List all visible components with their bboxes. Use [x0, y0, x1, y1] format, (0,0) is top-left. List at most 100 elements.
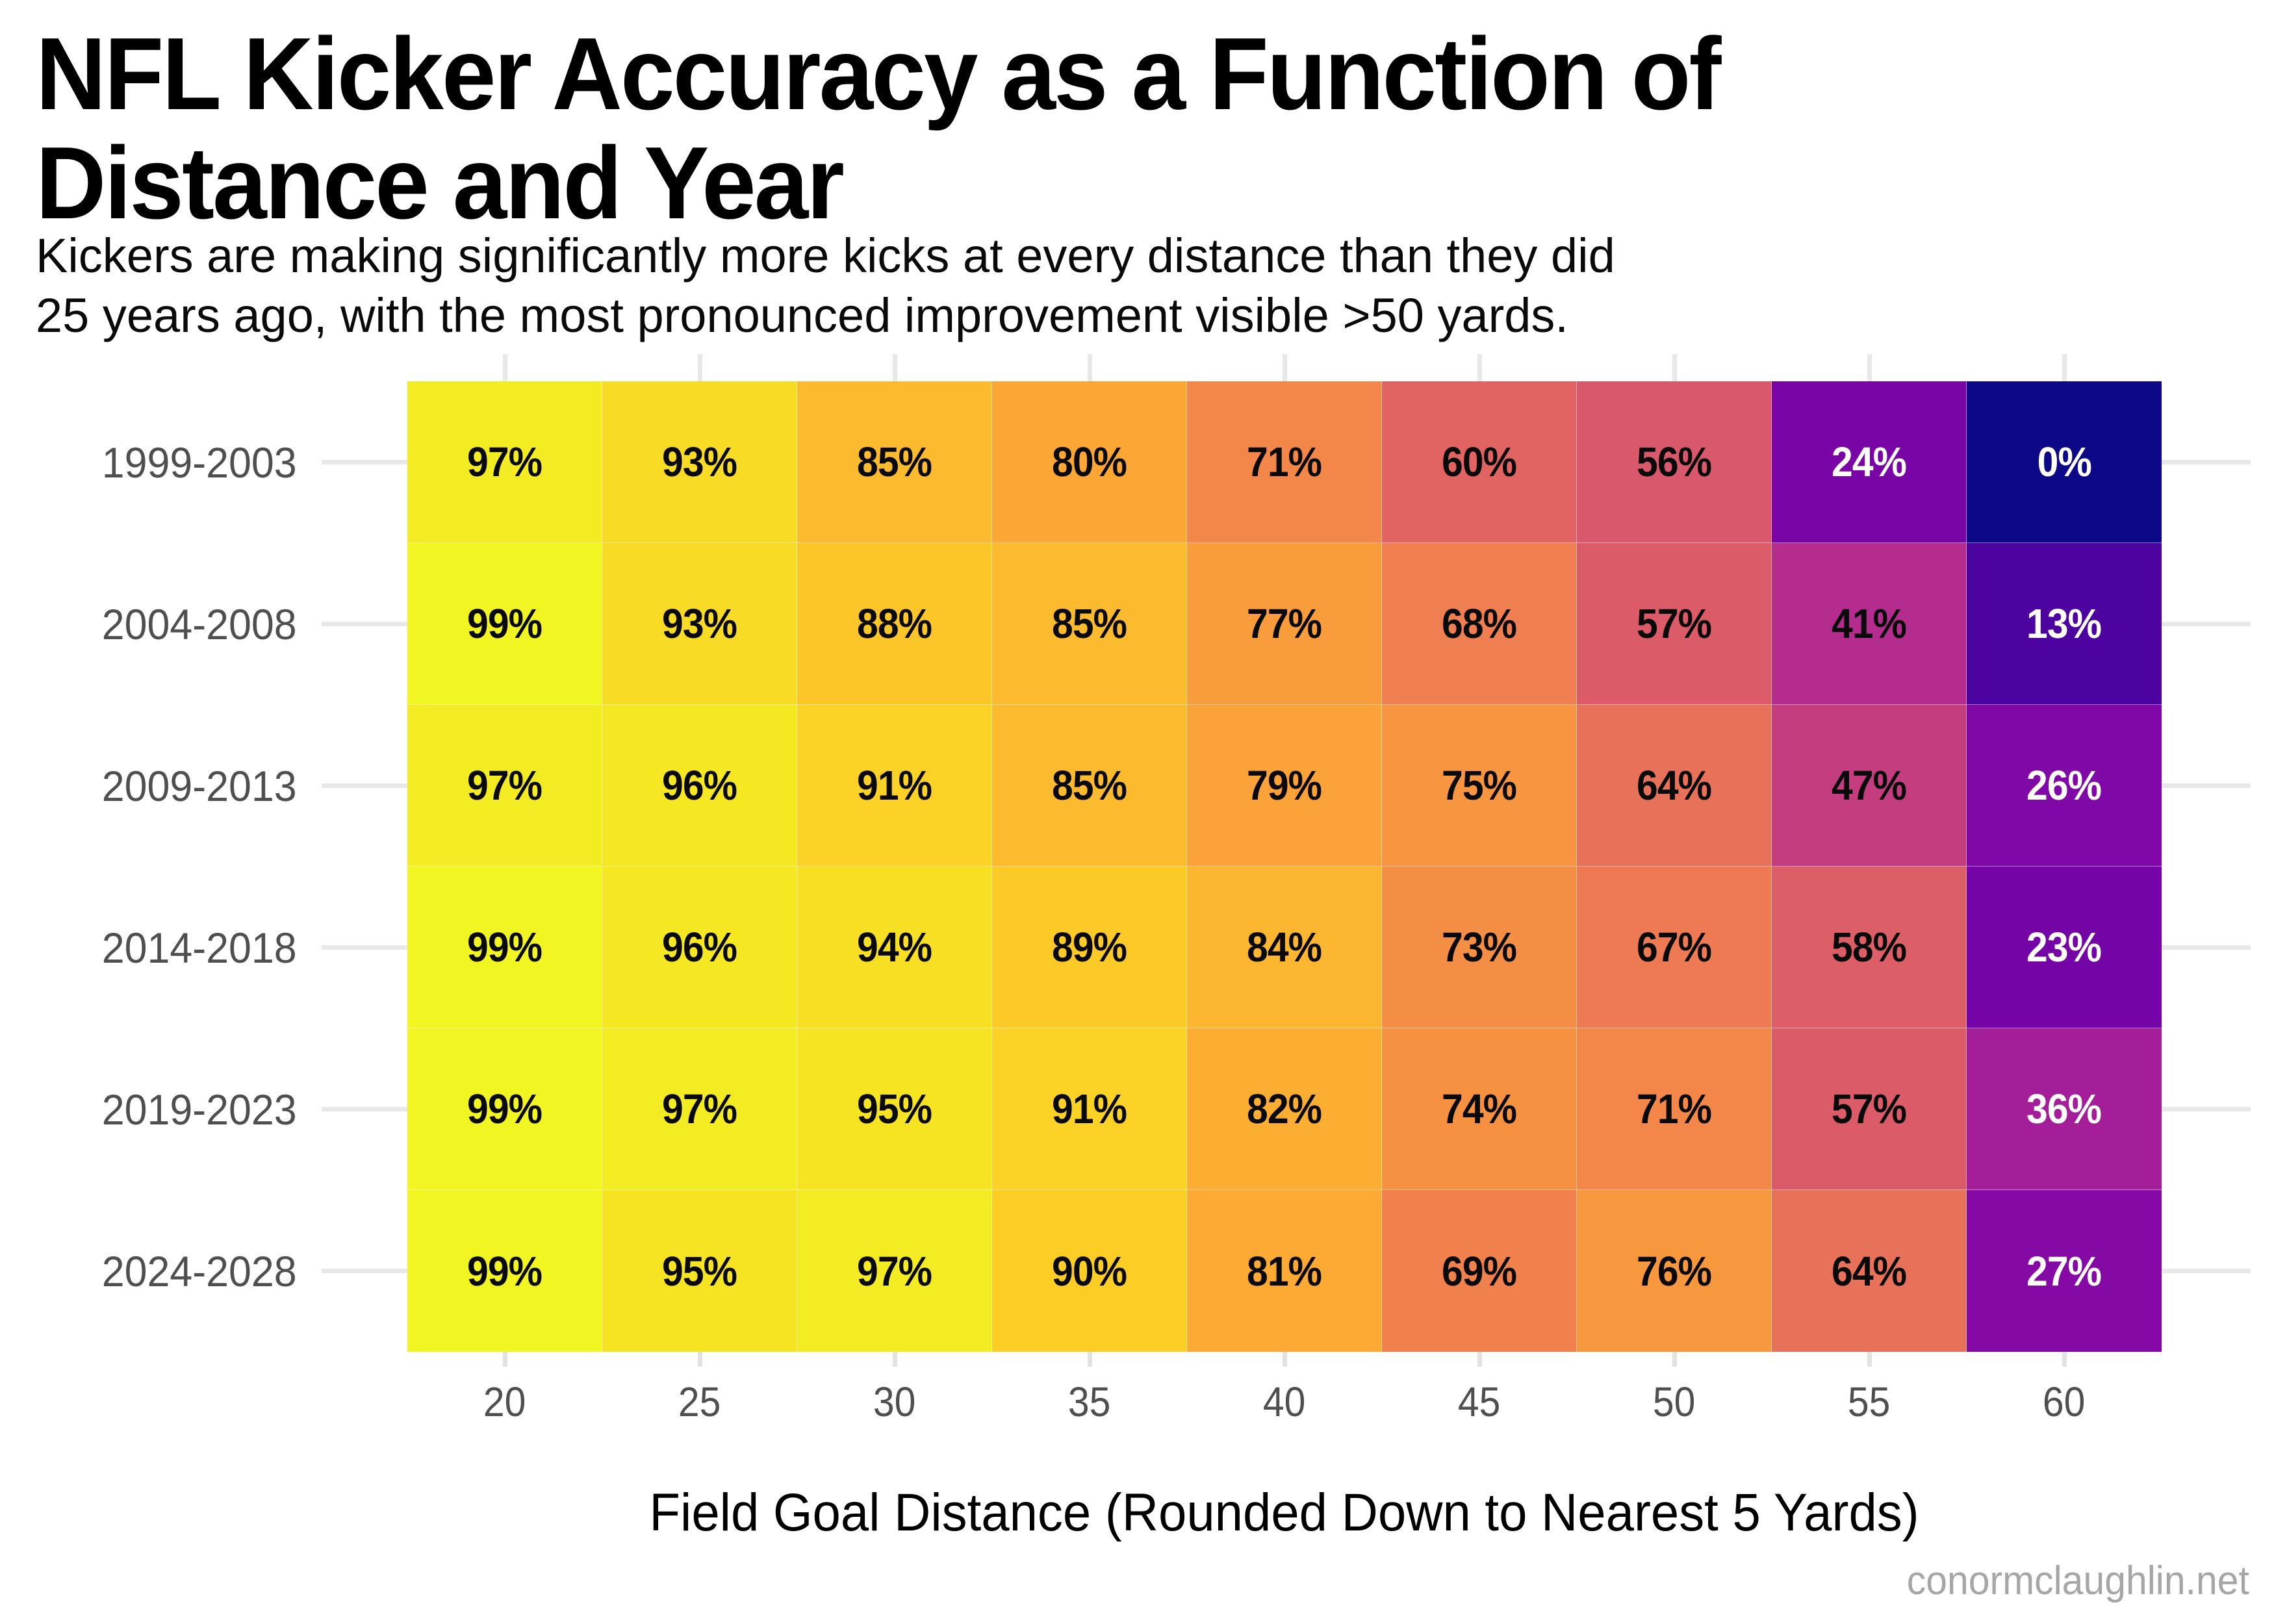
cell-value: 95%: [661, 1247, 737, 1295]
x-axis-label-text: 60: [2043, 1378, 2086, 1425]
x-axis-label: 20: [407, 1372, 602, 1432]
cell-value: 85%: [1051, 762, 1127, 809]
heatmap-cell: 99%: [407, 867, 602, 1028]
gridline-stub-slot: [322, 543, 407, 705]
heatmap-cell: 26%: [1967, 705, 2162, 867]
gridline-stub-slot: [2162, 1028, 2251, 1190]
x-axis-label-text: 45: [1458, 1378, 1501, 1425]
heatmap-cell: 24%: [1772, 381, 1967, 543]
axis-tick-mark: [697, 1351, 702, 1367]
cell-value: 99%: [466, 600, 543, 647]
cell-value: 96%: [661, 762, 737, 809]
gridline-stub: [322, 1107, 407, 1111]
heatmap-cell: 64%: [1772, 1190, 1967, 1352]
gridline-stub: [697, 354, 702, 381]
heatmap-cell: 13%: [1967, 543, 2162, 705]
cell-value: 58%: [1831, 924, 1907, 971]
heatmap-cell: 68%: [1382, 543, 1577, 705]
cell-value: 88%: [856, 600, 932, 647]
gridline-stub: [1282, 354, 1287, 381]
watermark: conormclaughlin.net: [1906, 1558, 2249, 1603]
heatmap-cell: 97%: [797, 1190, 992, 1352]
axis-tick-slot: [407, 1351, 602, 1367]
heatmap-cell: 97%: [407, 381, 602, 543]
heatmap-cell: 58%: [1772, 867, 1967, 1028]
heatmap-cell: 36%: [1967, 1028, 2162, 1190]
cell-value: 57%: [1636, 600, 1712, 647]
heatmap-cell: 71%: [1577, 1028, 1772, 1190]
cell-value: 67%: [1636, 924, 1712, 971]
chart-title-line1: NFL Kicker Accuracy as a Function of: [36, 17, 1722, 131]
heatmap-cell: 77%: [1187, 543, 1382, 705]
gridline-stub-slot: [322, 1190, 407, 1352]
gridline-stub: [1672, 354, 1677, 381]
heatmap-cell: 94%: [797, 867, 992, 1028]
heatmap-cell: 97%: [602, 1028, 797, 1190]
y-axis-label: 2009-2013: [0, 705, 297, 867]
axis-tick-mark: [502, 1351, 507, 1367]
gridline-stub-slot: [2162, 705, 2251, 867]
heatmap-cell: 93%: [602, 381, 797, 543]
cell-value: 97%: [661, 1085, 737, 1132]
heatmap-cell: 82%: [1187, 1028, 1382, 1190]
cell-value: 93%: [661, 600, 737, 647]
heatmap-cell: 57%: [1772, 1028, 1967, 1190]
heatmap-cell: 90%: [992, 1190, 1187, 1352]
cell-value: 82%: [1246, 1085, 1322, 1132]
cell-value: 90%: [1051, 1247, 1127, 1295]
x-axis-label-text: 35: [1068, 1378, 1111, 1425]
cell-value: 47%: [1831, 762, 1907, 809]
x-axis-labels: 20 25 30 35 40 45 50 55 60: [407, 1372, 2162, 1432]
heatmap-cell: 85%: [992, 705, 1187, 867]
cell-value: 41%: [1831, 600, 1907, 647]
x-axis-label-text: 55: [1848, 1378, 1891, 1425]
x-axis-label-text: 40: [1263, 1378, 1306, 1425]
x-axis-label-text: 50: [1653, 1378, 1696, 1425]
axis-tick-slot: [1187, 1351, 1382, 1367]
gridline-stub-slot: [1967, 354, 2162, 381]
cell-value: 69%: [1441, 1247, 1517, 1295]
heatmap-cell: 71%: [1187, 381, 1382, 543]
cell-value: 85%: [856, 438, 932, 485]
y-axis-label-text: 2009-2013: [102, 761, 297, 810]
cell-value: 75%: [1441, 762, 1517, 809]
cell-value: 36%: [2026, 1085, 2102, 1132]
cell-value: 13%: [2026, 600, 2102, 647]
heatmap-cell: 99%: [407, 543, 602, 705]
axis-tick-mark: [1087, 1351, 1092, 1367]
cell-value: 79%: [1246, 762, 1322, 809]
heatmap-cell: 75%: [1382, 705, 1577, 867]
axis-tick-slot: [602, 1351, 797, 1367]
y-axis-label: 2024-2028: [0, 1190, 297, 1352]
cell-value: 99%: [466, 924, 543, 971]
cell-value: 76%: [1636, 1247, 1712, 1295]
gridline-stub: [2162, 945, 2251, 950]
heatmap-cell: 80%: [992, 381, 1187, 543]
x-axis-label: 30: [797, 1372, 992, 1432]
right-gridline-stubs: [2162, 381, 2251, 1352]
heatmap-cell: 60%: [1382, 381, 1577, 543]
x-axis-label: 45: [1382, 1372, 1577, 1432]
heatmap-cell: 96%: [602, 867, 797, 1028]
heatmap-cell: 0%: [1967, 381, 2162, 543]
x-axis-title: Field Goal Distance (Rounded Down to Nea…: [649, 1483, 1920, 1542]
heatmap-cell: 93%: [602, 543, 797, 705]
gridline-stub-slot: [322, 1028, 407, 1190]
cell-value: 93%: [661, 438, 737, 485]
y-axis-label-text: 2019-2023: [102, 1085, 297, 1134]
gridline-stub-slot: [602, 354, 797, 381]
cell-value: 99%: [466, 1085, 543, 1132]
cell-value: 23%: [2026, 924, 2102, 971]
cell-value: 84%: [1246, 924, 1322, 971]
cell-value: 96%: [661, 924, 737, 971]
gridline-stub: [2162, 783, 2251, 788]
y-axis-label-text: 2024-2028: [102, 1247, 297, 1295]
cell-value: 95%: [856, 1085, 932, 1132]
gridline-stub-slot: [2162, 867, 2251, 1028]
axis-tick-slot: [1772, 1351, 1967, 1367]
heatmap-cell: 23%: [1967, 867, 2162, 1028]
x-axis-label: 50: [1577, 1372, 1772, 1432]
x-axis-ticks: [407, 1351, 2162, 1367]
cell-value: 91%: [856, 762, 932, 809]
